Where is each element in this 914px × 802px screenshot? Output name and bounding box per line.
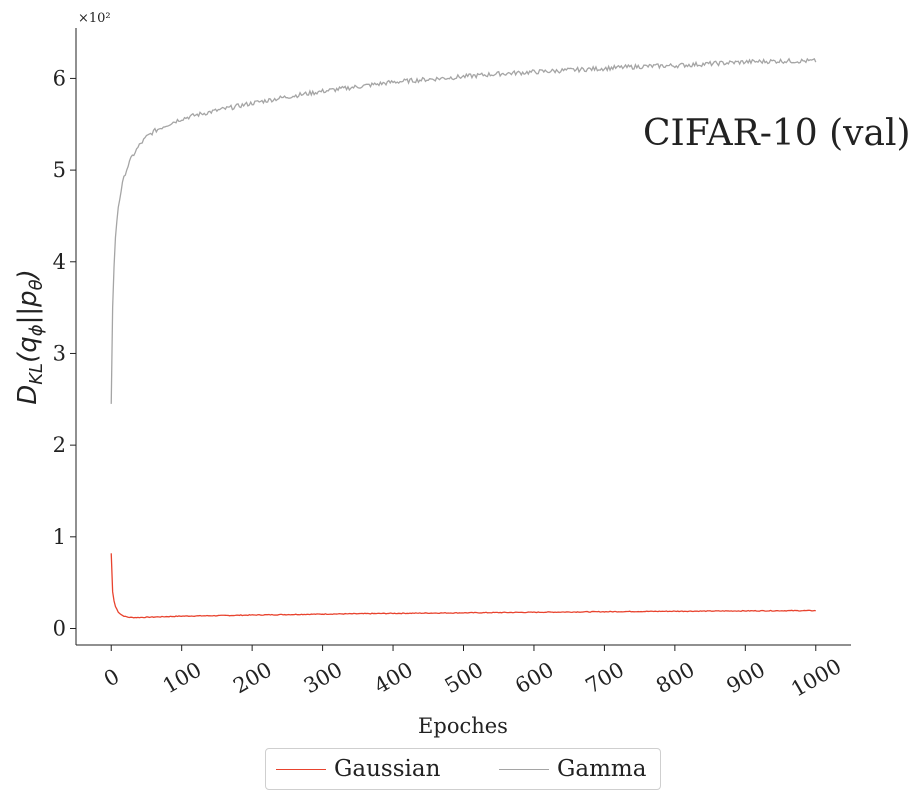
x-tick-label: 300 — [300, 657, 347, 698]
x-tick-label: 0 — [100, 664, 124, 691]
legend-item-gaussian: Gaussian — [276, 755, 440, 783]
y-tick-label: 2 — [53, 433, 66, 457]
y-tick-label: 3 — [53, 341, 66, 365]
plot-area — [110, 57, 817, 619]
legend-swatch-gamma — [499, 768, 549, 770]
y-tick-label: 5 — [53, 158, 66, 182]
chart-annotation: CIFAR-10 (val) — [643, 113, 911, 154]
legend: Gaussian Gamma — [265, 748, 661, 790]
y-scale-label: ×10² — [78, 11, 111, 26]
x-tick-label: 500 — [441, 657, 488, 698]
y-axis-label: DKL(qϕ||pθ) — [13, 269, 47, 405]
series-line-gamma — [110, 57, 817, 404]
series-line-gaussian — [110, 553, 816, 619]
x-tick-label: 900 — [722, 657, 769, 698]
x-tick-label: 400 — [370, 657, 417, 698]
x-axis-label: Epoches — [418, 714, 508, 738]
y-tick-label: 1 — [53, 525, 66, 549]
x-tick-label: 100 — [159, 657, 206, 698]
legend-label-gaussian: Gaussian — [334, 756, 441, 782]
x-tick-label: 600 — [511, 657, 558, 698]
y-tick-label: 4 — [53, 250, 66, 274]
y-tick-label: 0 — [53, 616, 66, 640]
x-tick-label: 1000 — [787, 654, 845, 702]
y-axis-ticks: 0 1 2 3 4 5 6 — [53, 66, 76, 640]
x-tick-label: 800 — [652, 657, 699, 698]
x-tick-label: 200 — [229, 657, 276, 698]
y-tick-label: 6 — [53, 66, 66, 90]
x-axis-ticks: 0 100 200 300 400 500 600 700 800 900 1000 — [100, 645, 845, 702]
legend-label-gamma: Gamma — [557, 756, 647, 782]
x-tick-label: 700 — [582, 657, 629, 698]
legend-item-gamma: Gamma — [499, 755, 646, 783]
legend-swatch-gaussian — [276, 768, 326, 770]
